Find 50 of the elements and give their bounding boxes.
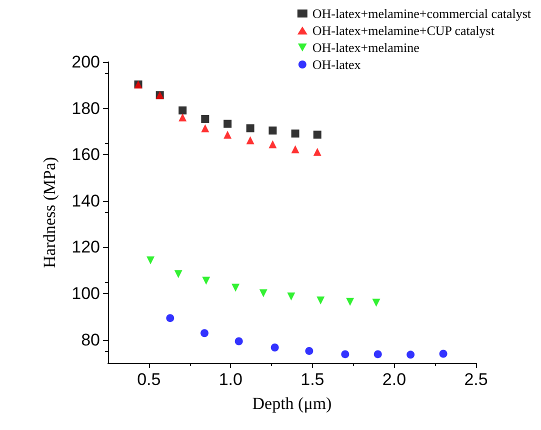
x-tick-label: 1.5 bbox=[300, 370, 324, 389]
point bbox=[202, 276, 210, 285]
x-tick-label: 1.0 bbox=[218, 370, 242, 389]
point bbox=[166, 314, 174, 322]
y-tick-label: 140 bbox=[72, 191, 100, 210]
point bbox=[305, 346, 314, 355]
y-axis-title: Hardness (MPa) bbox=[40, 157, 59, 268]
legend-label: OH-latex bbox=[312, 57, 362, 72]
y-tick-label: 180 bbox=[72, 98, 100, 118]
point bbox=[234, 337, 243, 346]
point bbox=[178, 113, 187, 122]
point bbox=[341, 350, 350, 358]
point bbox=[200, 329, 208, 338]
point bbox=[146, 256, 155, 264]
point bbox=[291, 130, 300, 138]
legend-label: OH-latex+melamine+CUP catalyst bbox=[312, 23, 495, 38]
x-axis-title: Depth (μm) bbox=[252, 394, 332, 413]
point bbox=[270, 343, 279, 352]
y-tick-label: 160 bbox=[72, 145, 100, 164]
point bbox=[178, 106, 187, 114]
point bbox=[313, 148, 322, 156]
legend-label: OH-latex+melamine+commercial catalyst bbox=[312, 6, 532, 21]
point bbox=[201, 114, 210, 123]
legend-label: OH-latex+melamine bbox=[312, 40, 420, 55]
point bbox=[201, 124, 210, 132]
point bbox=[374, 350, 382, 358]
x-tick-label: 2.0 bbox=[382, 370, 406, 389]
point bbox=[346, 298, 354, 306]
point bbox=[316, 296, 325, 304]
point bbox=[224, 120, 232, 128]
point bbox=[246, 124, 254, 132]
y-tick-label: 120 bbox=[72, 238, 100, 257]
point bbox=[224, 130, 232, 139]
point bbox=[439, 350, 448, 358]
y-tick-label: 100 bbox=[72, 284, 100, 304]
point bbox=[291, 145, 300, 154]
point bbox=[268, 126, 277, 135]
point bbox=[287, 292, 296, 301]
point bbox=[232, 284, 240, 292]
y-tick-label: 80 bbox=[81, 330, 100, 350]
point bbox=[259, 289, 268, 298]
point bbox=[313, 130, 322, 139]
y-tick-label: 200 bbox=[72, 52, 100, 72]
x-tick-label: 2.5 bbox=[464, 370, 488, 389]
point bbox=[268, 140, 277, 148]
point bbox=[246, 136, 254, 144]
point bbox=[174, 270, 182, 278]
point bbox=[406, 350, 415, 359]
point bbox=[372, 298, 380, 307]
x-tick-label: 0.5 bbox=[137, 370, 161, 389]
